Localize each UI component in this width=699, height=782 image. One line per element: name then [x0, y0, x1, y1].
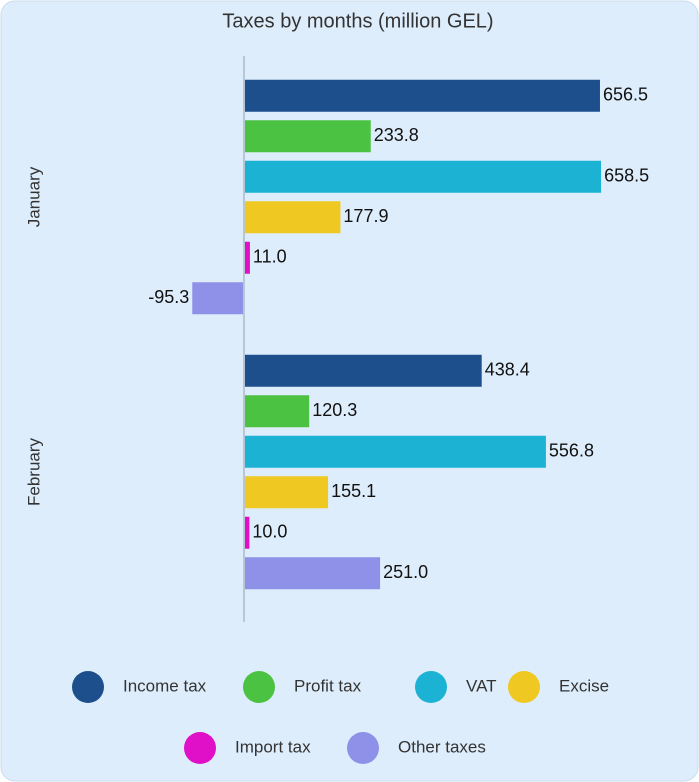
- value-label: 438.4: [485, 360, 530, 380]
- value-label: 556.8: [549, 441, 594, 461]
- bar: [243, 120, 371, 153]
- legend-label: Profit tax: [294, 676, 362, 695]
- legend-swatch: [508, 671, 540, 703]
- value-label: -95.3: [148, 287, 189, 307]
- legend-swatch: [184, 732, 216, 764]
- bar: [243, 201, 341, 234]
- value-label: 233.8: [374, 125, 419, 145]
- value-label: 251.0: [383, 562, 428, 582]
- value-label: 155.1: [331, 481, 376, 501]
- category-label: February: [24, 437, 43, 506]
- bar: [243, 516, 250, 549]
- legend-swatch: [72, 671, 104, 703]
- bar: [243, 557, 381, 590]
- bar: [192, 282, 244, 315]
- legend-label: Import tax: [235, 737, 311, 756]
- legend-label: Excise: [559, 676, 609, 695]
- bar: [243, 160, 602, 193]
- legend-label: VAT: [466, 676, 497, 695]
- legend-swatch: [415, 671, 447, 703]
- legend-label: Other taxes: [398, 737, 486, 756]
- bar: [243, 435, 546, 468]
- value-label: 658.5: [604, 166, 649, 186]
- bar: [243, 395, 310, 428]
- legend-label: Income tax: [123, 676, 207, 695]
- legend-swatch: [347, 732, 379, 764]
- category-label: January: [24, 166, 43, 227]
- legend-swatch: [243, 671, 275, 703]
- value-label: 11.0: [253, 247, 287, 267]
- value-label: 120.3: [312, 400, 357, 420]
- chart-title: Taxes by months (million GEL): [222, 10, 493, 32]
- value-label: 177.9: [343, 206, 388, 226]
- bar: [243, 354, 482, 387]
- value-label: 10.0: [252, 522, 287, 542]
- bar: [243, 241, 250, 274]
- bar: [243, 476, 329, 509]
- bar: [243, 79, 600, 112]
- value-label: 656.5: [603, 85, 648, 105]
